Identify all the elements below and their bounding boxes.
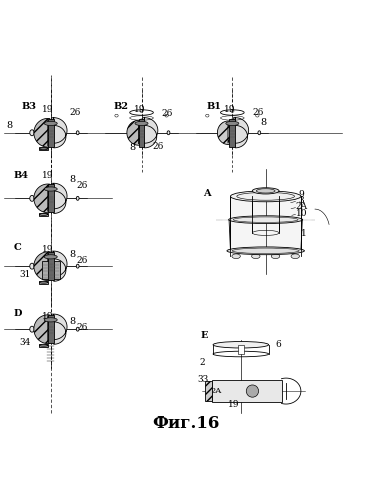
Bar: [48, 184, 54, 213]
Polygon shape: [34, 315, 50, 343]
Ellipse shape: [232, 254, 240, 258]
Bar: [205, 381, 212, 401]
Text: 8: 8: [69, 250, 75, 259]
Polygon shape: [52, 251, 67, 281]
Ellipse shape: [256, 189, 275, 193]
Ellipse shape: [271, 254, 280, 258]
Bar: [39, 344, 48, 347]
Text: 8: 8: [261, 118, 267, 127]
Polygon shape: [52, 314, 67, 344]
Bar: [231, 196, 301, 251]
Text: 8: 8: [69, 175, 75, 184]
Ellipse shape: [213, 341, 269, 348]
Text: 31: 31: [19, 270, 31, 279]
Polygon shape: [142, 118, 158, 148]
Ellipse shape: [30, 263, 34, 269]
Text: 8: 8: [6, 121, 12, 130]
Polygon shape: [217, 121, 234, 144]
Text: 19: 19: [42, 105, 54, 114]
Ellipse shape: [135, 121, 148, 125]
Text: 6: 6: [275, 340, 281, 349]
Ellipse shape: [39, 281, 48, 283]
Bar: [230, 119, 235, 147]
Ellipse shape: [44, 255, 57, 259]
Text: 19: 19: [42, 312, 54, 321]
Ellipse shape: [167, 131, 170, 135]
Text: B2: B2: [114, 102, 129, 111]
Text: 19: 19: [42, 171, 54, 180]
Ellipse shape: [30, 326, 34, 332]
Bar: [212, 380, 282, 402]
Text: A: A: [203, 189, 210, 198]
Ellipse shape: [227, 247, 304, 254]
Ellipse shape: [44, 121, 57, 125]
Text: 26: 26: [162, 109, 173, 118]
Ellipse shape: [76, 264, 79, 268]
Text: 19: 19: [134, 105, 145, 114]
Bar: [48, 119, 54, 147]
Text: 26: 26: [253, 108, 264, 117]
Bar: [39, 147, 48, 150]
Ellipse shape: [44, 187, 57, 191]
Ellipse shape: [44, 318, 57, 322]
Text: 33: 33: [197, 375, 208, 384]
Bar: [48, 252, 54, 280]
Bar: [138, 119, 144, 147]
Bar: [39, 281, 48, 283]
Bar: [42, 261, 60, 279]
Text: 1: 1: [301, 230, 307, 239]
Ellipse shape: [39, 214, 48, 216]
Text: 9: 9: [298, 190, 304, 199]
Text: 26: 26: [69, 108, 80, 117]
Text: 26: 26: [77, 256, 88, 265]
Text: E: E: [201, 331, 208, 340]
Text: 19: 19: [42, 245, 54, 254]
Ellipse shape: [30, 196, 34, 201]
Ellipse shape: [226, 121, 239, 125]
Ellipse shape: [229, 216, 303, 224]
Text: Фиг.16: Фиг.16: [152, 415, 220, 432]
Polygon shape: [34, 118, 50, 147]
Polygon shape: [127, 120, 142, 145]
Text: C: C: [14, 243, 22, 251]
Text: 2A: 2A: [296, 203, 308, 212]
Ellipse shape: [39, 344, 48, 346]
Text: 26: 26: [153, 142, 164, 151]
Text: B1: B1: [206, 102, 221, 111]
Text: 19: 19: [228, 400, 240, 409]
Text: 26: 26: [77, 323, 88, 332]
Polygon shape: [52, 183, 67, 214]
Text: 10: 10: [296, 209, 307, 218]
Bar: [237, 345, 244, 354]
Text: 3: 3: [298, 196, 304, 205]
Ellipse shape: [258, 131, 261, 135]
Ellipse shape: [291, 254, 299, 258]
Text: D: D: [14, 309, 22, 318]
Ellipse shape: [76, 197, 79, 200]
Polygon shape: [233, 118, 248, 148]
Ellipse shape: [30, 130, 34, 136]
Ellipse shape: [246, 385, 259, 397]
Bar: [39, 213, 48, 216]
Polygon shape: [34, 184, 50, 213]
Polygon shape: [34, 252, 50, 280]
Ellipse shape: [76, 131, 79, 135]
Text: 8: 8: [129, 143, 135, 152]
Text: 34: 34: [19, 338, 31, 347]
Text: B4: B4: [14, 171, 29, 180]
Text: 19: 19: [224, 105, 235, 114]
Bar: [48, 315, 54, 343]
Ellipse shape: [252, 188, 279, 194]
Ellipse shape: [251, 254, 260, 258]
Ellipse shape: [231, 191, 301, 202]
Polygon shape: [52, 118, 67, 148]
Text: B3: B3: [21, 102, 36, 111]
Text: 2: 2: [199, 358, 205, 367]
Text: 2A: 2A: [210, 387, 221, 395]
Ellipse shape: [76, 327, 79, 331]
Text: 8: 8: [69, 316, 75, 325]
Text: 26: 26: [77, 181, 88, 190]
Ellipse shape: [39, 148, 48, 150]
